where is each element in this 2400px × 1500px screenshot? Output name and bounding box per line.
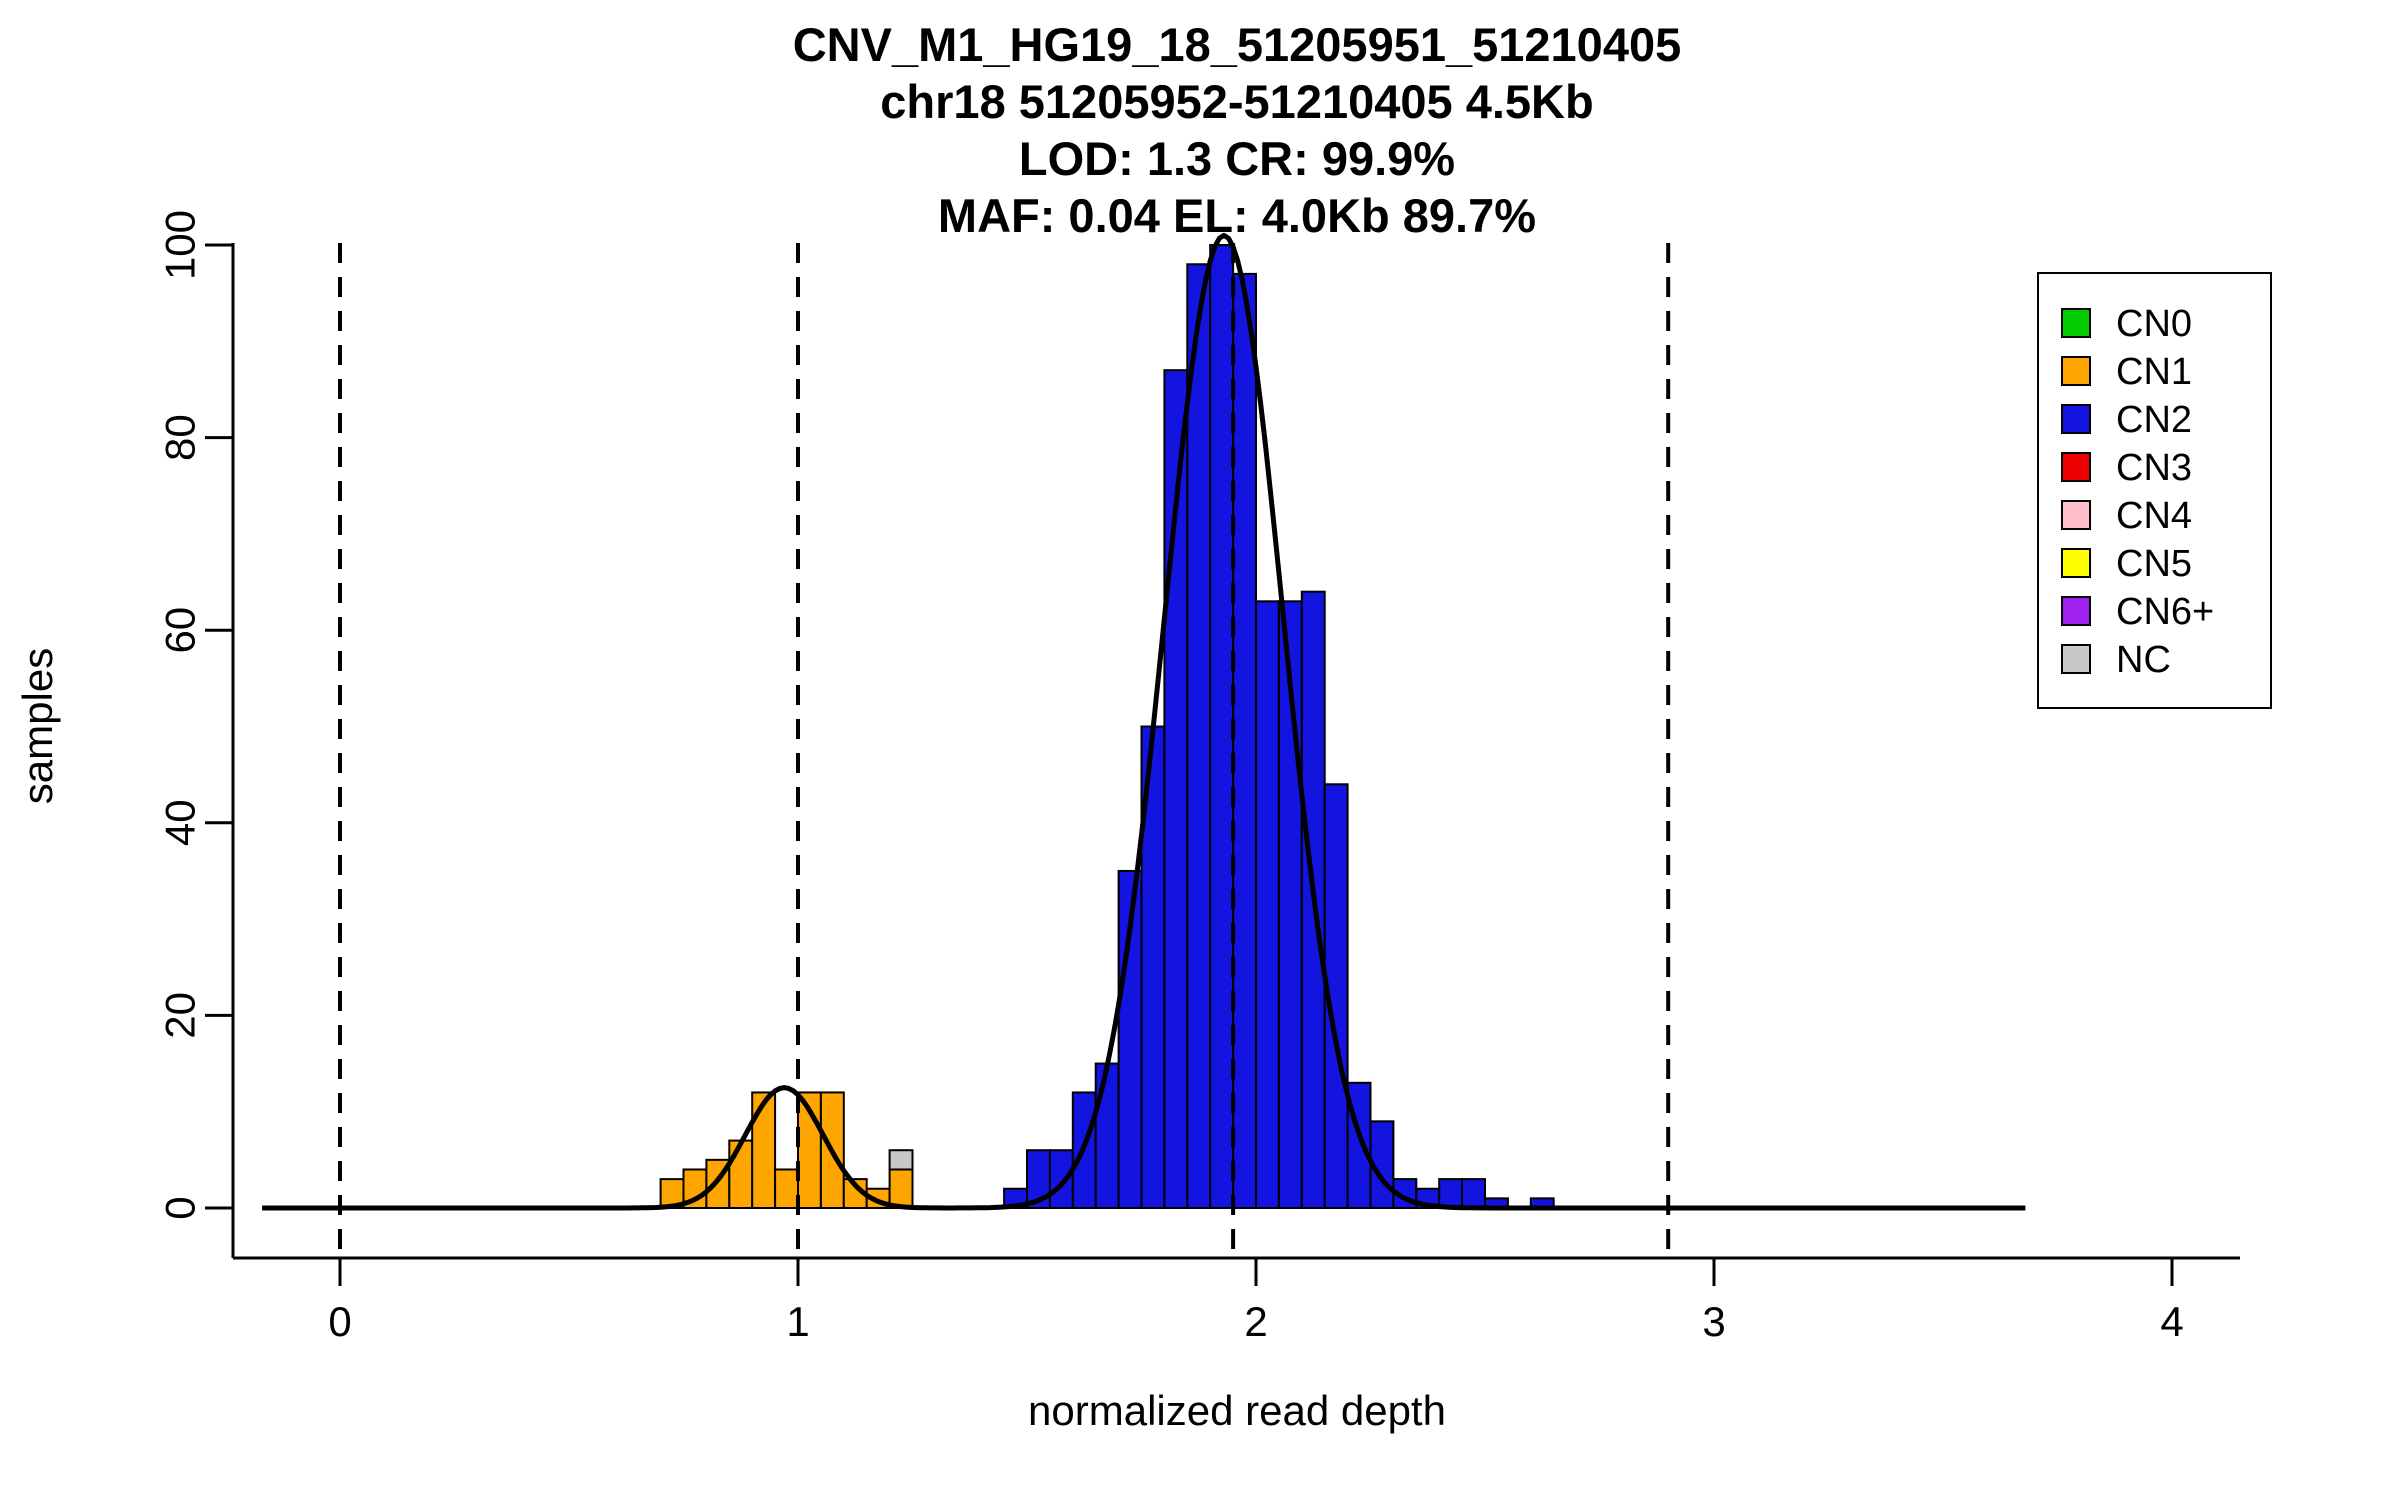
copy-number-boundary-dashed-lines <box>338 243 1671 1258</box>
legend-swatch-nc <box>2061 644 2091 674</box>
histogram-bar-cn1 <box>751 1091 777 1209</box>
legend-item-nc: NC <box>2061 639 2171 681</box>
legend-label: CN3 <box>2116 447 2192 489</box>
legend-item-cn2: CN2 <box>2061 399 2192 441</box>
x-tick-label: 0 <box>328 1298 351 1345</box>
x-axis-label: normalized read depth <box>1028 1387 1446 1434</box>
legend-label: CN0 <box>2116 303 2192 345</box>
legend-item-cn5: CN5 <box>2061 543 2192 585</box>
chart-title-line-4: MAF: 0.04 EL: 4.0Kb 89.7% <box>937 189 1537 242</box>
legend-swatch-cn0 <box>2061 308 2091 338</box>
y-axis-label: samples <box>14 648 61 804</box>
y-tick-label: 80 <box>157 414 204 461</box>
legend-label: CN2 <box>2116 399 2192 441</box>
legend-swatch-cn2 <box>2061 404 2091 434</box>
chart-title-line-1: CNV_M1_HG19_18_51205951_51210405 <box>792 18 1682 71</box>
y-axis: 0 20 40 60 80 100 <box>157 210 235 1258</box>
histogram-bar-nc <box>888 1149 914 1171</box>
chart-title-line-3: LOD: 1.3 CR: 99.9% <box>1018 132 1456 185</box>
legend-swatch-cn6 <box>2061 596 2091 626</box>
y-tick-label: 40 <box>157 799 204 846</box>
histogram-bar-cn2 <box>1438 1178 1464 1209</box>
legend-item-cn3: CN3 <box>2061 447 2192 489</box>
legend-label: CN4 <box>2116 495 2192 537</box>
histogram-bar-cn1 <box>888 1168 914 1209</box>
histogram-bars <box>659 244 1555 1210</box>
chart-title-block: CNV_M1_HG19_18_51205951_51210405 chr18 5… <box>137 16 2337 244</box>
histogram-bar-cn2 <box>1232 272 1257 1209</box>
x-tick-label: 3 <box>1702 1298 1725 1345</box>
x-tick-label: 4 <box>2160 1298 2183 1345</box>
legend-swatch-cn3 <box>2061 452 2091 482</box>
histogram-bar-cn2 <box>1461 1178 1486 1209</box>
histogram-bar-cn2 <box>1323 783 1349 1210</box>
legend-item-cn4: CN4 <box>2061 495 2192 537</box>
legend-swatch-cn5 <box>2061 548 2091 578</box>
histogram-bar-cn2 <box>1255 600 1280 1209</box>
legend-item-cn0: CN0 <box>2061 303 2192 345</box>
legend-label: CN5 <box>2116 543 2192 585</box>
histogram-bar-cn2 <box>1048 1149 1074 1209</box>
x-tick-label: 2 <box>1244 1298 1267 1345</box>
histogram-bar-cn1 <box>774 1168 799 1209</box>
y-tick-label: 20 <box>157 992 204 1039</box>
histogram-bar-cn2 <box>1094 1062 1120 1210</box>
histogram-bar-cn2 <box>1186 263 1212 1209</box>
histogram-bar-cn2 <box>1209 244 1235 1209</box>
y-tick-label: 0 <box>157 1196 204 1219</box>
x-tick-label: 1 <box>786 1298 809 1345</box>
legend-label: CN1 <box>2116 351 2192 393</box>
legend-label: CN6+ <box>2116 591 2214 633</box>
legend: CN0 CN1 CN2 CN3 CN4 CN5 CN6+ NC <box>2037 272 2272 709</box>
chart-title-line-2: chr18 51205952-51210405 4.5Kb <box>880 75 1594 128</box>
legend-swatch-cn1 <box>2061 356 2091 386</box>
legend-item-cn6: CN6+ <box>2061 591 2214 633</box>
legend-label: NC <box>2116 639 2171 681</box>
legend-box <box>2037 272 2272 709</box>
y-tick-label: 100 <box>157 210 204 280</box>
histogram-bar-cn1 <box>728 1139 754 1209</box>
x-axis: 0 1 2 3 4 <box>233 1256 2240 1345</box>
y-tick-label: 60 <box>157 607 204 654</box>
gaussian-fit-curve <box>262 232 2026 1211</box>
legend-swatch-cn4 <box>2061 500 2091 530</box>
legend-item-cn1: CN1 <box>2061 351 2192 393</box>
